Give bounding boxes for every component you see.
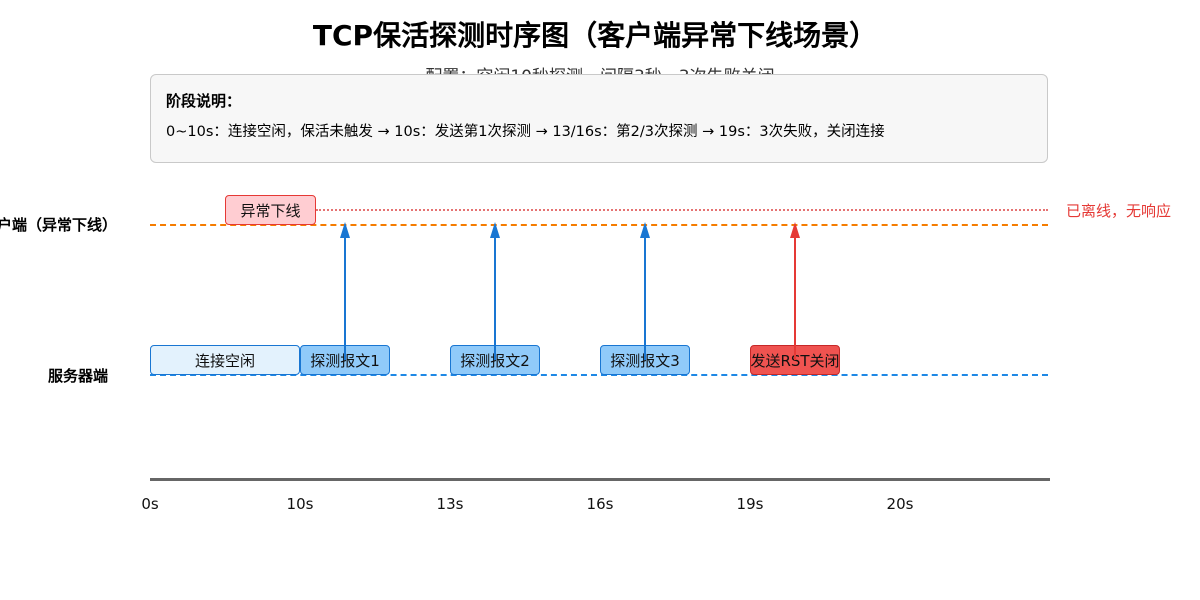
- time-axis: [150, 478, 1050, 481]
- offline-event-box: 异常下线: [225, 195, 316, 225]
- legend-heading: 阶段说明：: [166, 92, 242, 110]
- offline-dotted-line: [316, 209, 1048, 211]
- offline-note: 已离线，无响应: [1066, 202, 1172, 220]
- server-lifeline: [150, 374, 1048, 376]
- probe-2-arrow-icon: [490, 222, 500, 360]
- client-lifeline: [150, 224, 1048, 226]
- tick-20s: 20s: [886, 495, 914, 513]
- rst-arrow-icon: [790, 222, 800, 360]
- client-lane-label: 客户端（异常下线）: [0, 216, 118, 234]
- probe-3-arrow-icon: [640, 222, 650, 360]
- tick-0s: 0s: [141, 495, 159, 513]
- tick-10s: 10s: [286, 495, 314, 513]
- phase-legend-box: 阶段说明： 0~10s：连接空闲，保活未触发 → 10s：发送第1次探测 → 1…: [150, 74, 1048, 163]
- diagram-title: TCP保活探测时序图（客户端异常下线场景）: [312, 19, 878, 52]
- probe-1-arrow-icon: [340, 222, 350, 360]
- tick-19s: 19s: [736, 495, 764, 513]
- probe-3-box: 探测报文3: [600, 345, 690, 375]
- legend-text: 0~10s：连接空闲，保活未触发 → 10s：发送第1次探测 → 13/16s：…: [166, 124, 885, 140]
- server-lane-label: 服务器端: [48, 367, 109, 385]
- tick-16s: 16s: [586, 495, 614, 513]
- idle-phase-box: 连接空闲: [150, 345, 300, 375]
- tick-13s: 13s: [436, 495, 464, 513]
